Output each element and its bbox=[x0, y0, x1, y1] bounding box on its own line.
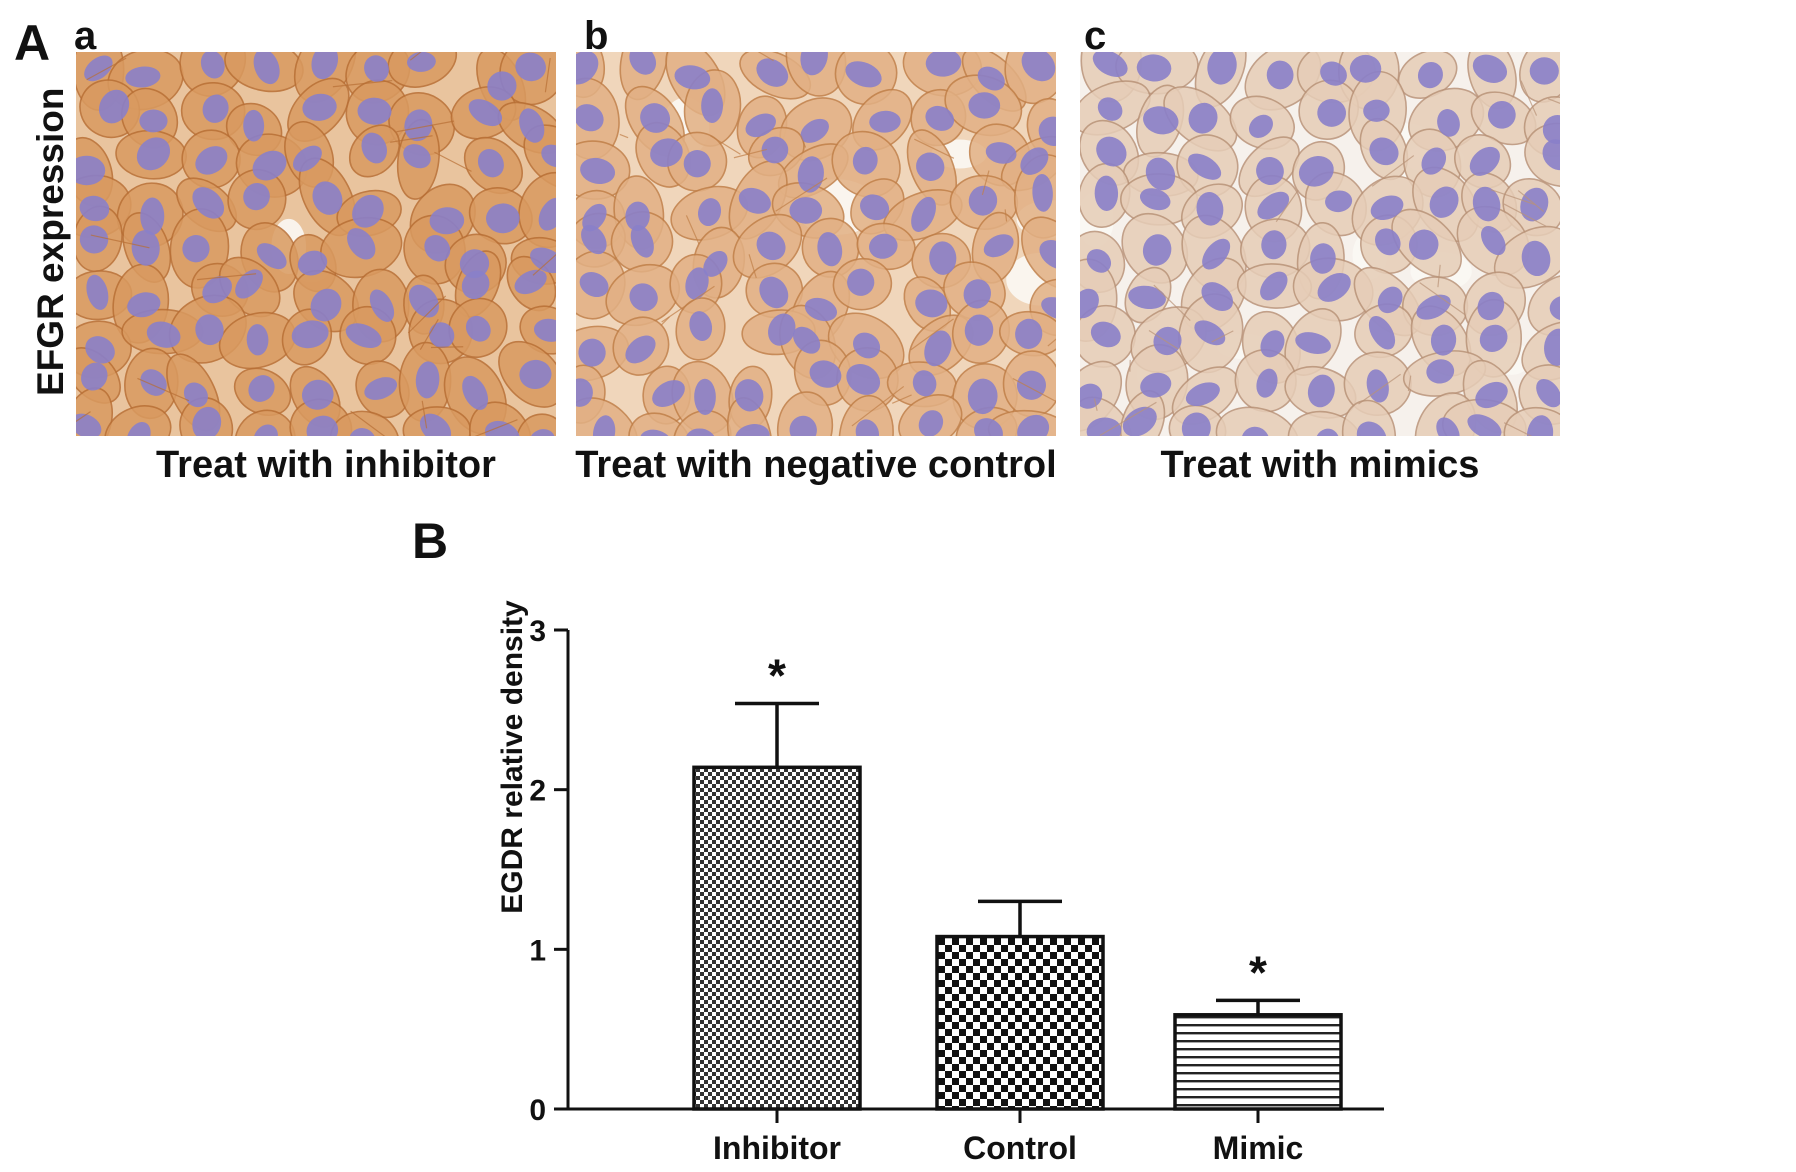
x-tick-label-mimic: Mimic bbox=[1213, 1130, 1304, 1166]
bar-inhibitor bbox=[692, 765, 862, 1111]
y-tick-label-3: 3 bbox=[529, 615, 546, 648]
y-tick-label-0: 0 bbox=[529, 1094, 546, 1127]
caption-inhibitor: Treat with inhibitor bbox=[156, 444, 496, 486]
significance-marker-inhibitor: * bbox=[768, 649, 786, 701]
y-tick-label-1: 1 bbox=[529, 934, 546, 967]
y-axis-label: EGDR relative density bbox=[496, 600, 529, 914]
micrograph-mimics bbox=[1080, 52, 1560, 436]
significance-marker-mimic: * bbox=[1249, 946, 1267, 998]
y-tick-label-2: 2 bbox=[529, 775, 546, 808]
micrograph-inhibitor bbox=[76, 52, 556, 436]
bar-mimic bbox=[1173, 1013, 1343, 1111]
x-tick-label-inhibitor: Inhibitor bbox=[713, 1130, 841, 1166]
subpanel-c-letter: c bbox=[1084, 14, 1107, 58]
subpanel-a-letter: a bbox=[74, 14, 97, 58]
x-tick-label-control: Control bbox=[963, 1130, 1077, 1166]
subpanel-b-letter: b bbox=[584, 14, 609, 58]
caption-negative-control: Treat with negative control bbox=[575, 444, 1057, 486]
bar-control bbox=[935, 934, 1105, 1111]
micrograph-negative-control bbox=[576, 52, 1056, 436]
panel-b-letter: B bbox=[412, 513, 449, 569]
panel-a-letter: A bbox=[14, 15, 51, 71]
caption-mimics: Treat with mimics bbox=[1160, 444, 1480, 486]
